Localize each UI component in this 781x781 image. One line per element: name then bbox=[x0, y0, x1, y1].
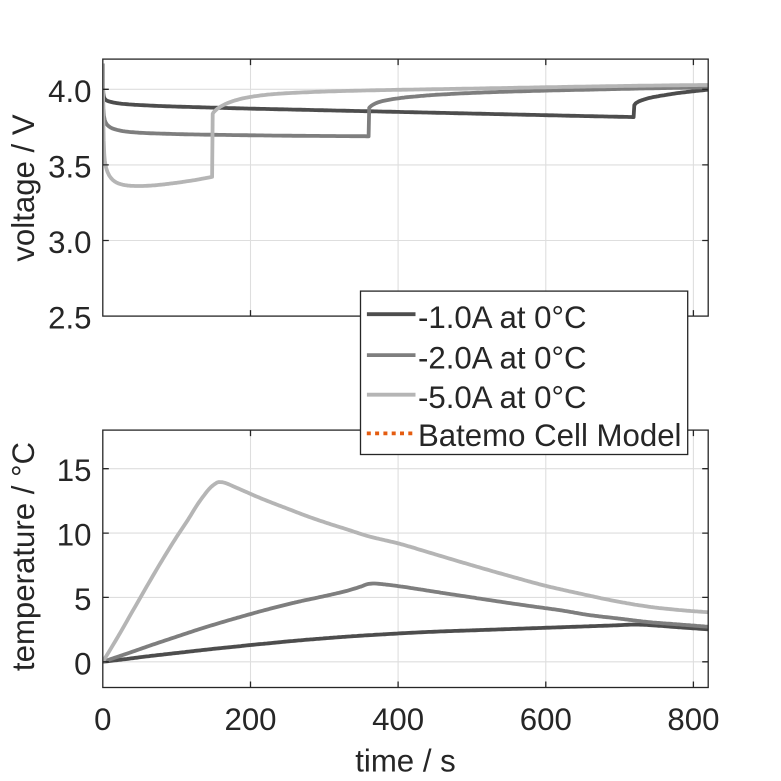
svg-text:Batemo Cell Model: Batemo Cell Model bbox=[418, 418, 681, 453]
svg-text:15: 15 bbox=[57, 453, 92, 488]
svg-text:200: 200 bbox=[224, 702, 276, 737]
svg-text:0: 0 bbox=[74, 646, 91, 681]
svg-text:temperature / °C: temperature / °C bbox=[6, 442, 41, 671]
svg-text:600: 600 bbox=[520, 702, 572, 737]
svg-text:3.0: 3.0 bbox=[48, 225, 91, 260]
svg-text:-1.0A at 0°C: -1.0A at 0°C bbox=[418, 300, 587, 335]
svg-text:2.5: 2.5 bbox=[48, 301, 91, 336]
svg-text:10: 10 bbox=[57, 518, 92, 553]
svg-text:time / s: time / s bbox=[355, 743, 456, 778]
svg-text:-2.0A at 0°C: -2.0A at 0°C bbox=[418, 340, 587, 375]
svg-text:0: 0 bbox=[94, 702, 111, 737]
svg-text:-5.0A at 0°C: -5.0A at 0°C bbox=[418, 380, 587, 415]
svg-text:4.0: 4.0 bbox=[48, 74, 91, 109]
svg-text:800: 800 bbox=[667, 702, 719, 737]
svg-text:400: 400 bbox=[372, 702, 424, 737]
svg-text:voltage / V: voltage / V bbox=[6, 114, 41, 262]
svg-text:5: 5 bbox=[74, 582, 91, 617]
svg-text:3.5: 3.5 bbox=[48, 149, 91, 184]
